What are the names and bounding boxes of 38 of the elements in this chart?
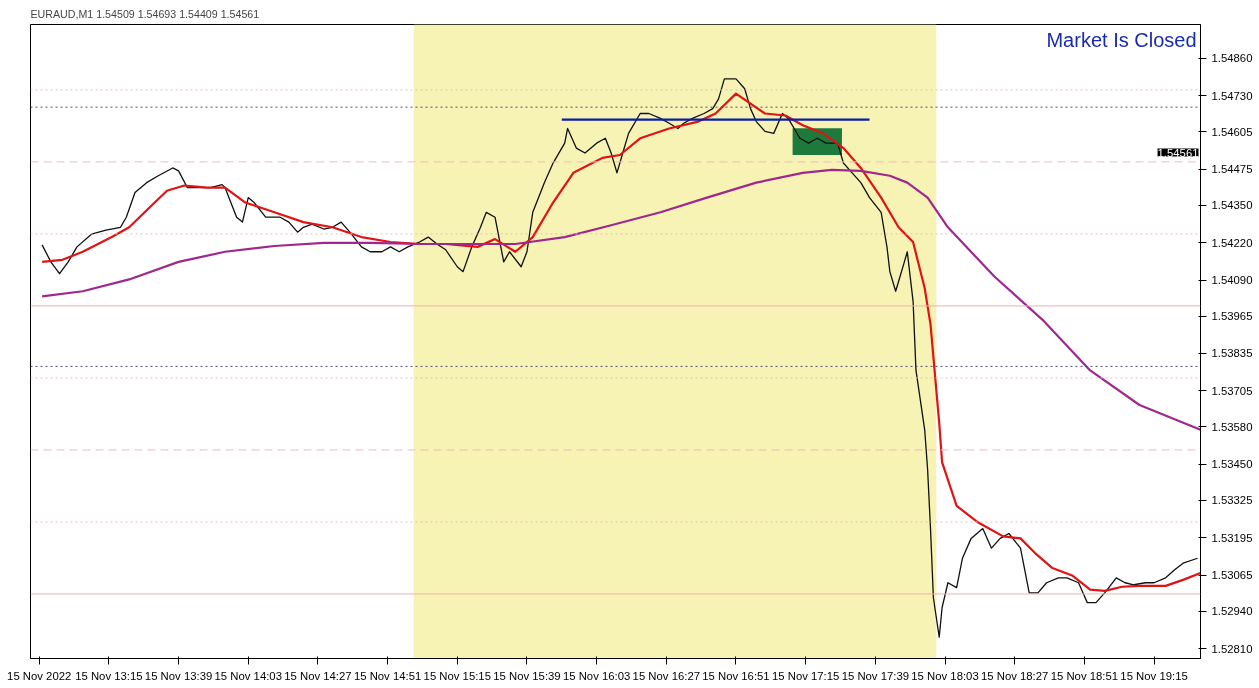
x-tick-label: 15 Nov 19:15 bbox=[1120, 669, 1188, 682]
x-tick-label: 15 Nov 16:51 bbox=[702, 669, 770, 682]
line-series bbox=[41, 168, 1201, 431]
y-tick-label: 1.53065 bbox=[1211, 569, 1253, 582]
chart-title: EURAUD,M1 1.54509 1.54693 1.54409 1.54561 bbox=[30, 7, 260, 20]
y-tick-label: 1.53965 bbox=[1211, 310, 1253, 323]
y-tick-label: 1.54350 bbox=[1211, 199, 1253, 212]
y-tick-label: 1.53195 bbox=[1211, 531, 1253, 544]
x-tick-label: 15 Nov 15:15 bbox=[423, 669, 491, 682]
x-tick-label: 15 Nov 15:39 bbox=[493, 669, 561, 682]
y-tick-label: 1.53835 bbox=[1211, 347, 1253, 360]
x-tick-label: 15 Nov 13:15 bbox=[75, 669, 143, 682]
x-tick-label: 15 Nov 13:39 bbox=[144, 669, 213, 682]
x-tick-label: 15 Nov 14:27 bbox=[284, 669, 352, 682]
y-tick-label: 1.53580 bbox=[1211, 420, 1253, 433]
y-tick-label: 1.54475 bbox=[1211, 163, 1253, 176]
x-tick-label: 15 Nov 16:27 bbox=[632, 669, 700, 682]
y-tick-label: 1.54090 bbox=[1211, 274, 1253, 286]
y-tick-label: 1.54605 bbox=[1211, 125, 1253, 138]
x-tick-label: 15 Nov 17:39 bbox=[841, 669, 910, 682]
y-tick-label: 1.52810 bbox=[1211, 642, 1253, 655]
x-tick-label: 15 Nov 18:03 bbox=[911, 669, 979, 682]
x-tick-label: 15 Nov 18:51 bbox=[1050, 669, 1119, 682]
x-tick-label: 15 Nov 2022 bbox=[7, 669, 72, 682]
x-tick-label: 15 Nov 14:03 bbox=[214, 669, 282, 682]
annotation: 1.54561 bbox=[1157, 146, 1199, 159]
x-tick-label: 15 Nov 16:03 bbox=[562, 669, 631, 682]
x-tick-label: 15 Nov 18:27 bbox=[981, 669, 1049, 682]
x-tick-label: 15 Nov 17:15 bbox=[771, 669, 840, 682]
y-tick-label: 1.54220 bbox=[1211, 236, 1253, 249]
annotation: Market Is Closed bbox=[1046, 28, 1197, 51]
y-tick-label: 1.54860 bbox=[1211, 52, 1253, 65]
y-tick-label: 1.53705 bbox=[1211, 384, 1253, 397]
y-tick-label: 1.54730 bbox=[1211, 89, 1253, 102]
x-tick-label: 15 Nov 14:51 bbox=[353, 669, 422, 682]
y-tick-label: 1.53325 bbox=[1211, 494, 1253, 507]
y-tick-label: 1.53450 bbox=[1211, 458, 1253, 471]
y-tick-label: 1.52940 bbox=[1211, 605, 1253, 618]
